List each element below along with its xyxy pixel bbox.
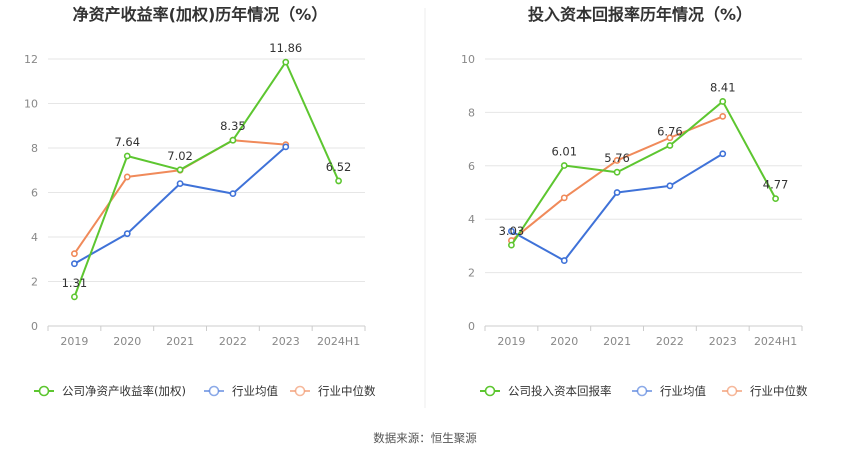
data-point-公司投入资本回报率 (560, 162, 568, 169)
y-tick-label: 10 (461, 53, 475, 66)
x-tick-label: 2020 (550, 335, 578, 348)
chart-title: 净资产收益率(加权)历年情况（%） (73, 5, 328, 24)
series-line-行业均值 (73, 146, 287, 265)
legend-item-行业中位数: 行业中位数 (722, 384, 808, 398)
data-label: 6.52 (326, 160, 352, 174)
legend-swatch-marker (294, 385, 306, 397)
legend-swatch-marker (636, 385, 648, 397)
legend-item-公司投入资本回报率: 公司投入资本回报率 (480, 384, 612, 398)
x-tick-label: 2022 (656, 335, 684, 348)
legend-label: 行业均值 (660, 384, 706, 398)
x-tick-label: 2020 (113, 335, 141, 348)
data-point-公司净资产收益率(加权) (335, 177, 342, 185)
x-tick-label: 2024H1 (317, 335, 360, 348)
data-point-行业均值 (71, 260, 78, 268)
data-point-公司净资产收益率(加权) (71, 293, 78, 301)
legend-swatch-marker (38, 385, 50, 397)
y-tick-label: 0 (31, 320, 38, 333)
series-line-公司净资产收益率(加权) (73, 61, 340, 298)
data-point-行业中位数 (560, 194, 568, 202)
y-tick-label: 10 (24, 98, 38, 111)
y-tick-label: 0 (468, 320, 475, 333)
data-point-行业均值 (719, 150, 727, 158)
y-tick-label: 6 (31, 187, 38, 200)
data-point-公司净资产收益率(加权) (123, 152, 131, 160)
series-line-行业中位数 (510, 115, 724, 242)
y-tick-label: 8 (468, 106, 475, 119)
x-tick-label: 2023 (272, 335, 300, 348)
legend-item-行业均值: 行业均值 (632, 384, 706, 398)
data-point-公司投入资本回报率 (613, 168, 621, 176)
data-point-行业中位数 (123, 173, 131, 181)
legend-item-行业中位数: 行业中位数 (290, 384, 376, 398)
legend-item-行业均值: 行业均值 (204, 384, 278, 398)
legend-label: 行业中位数 (750, 384, 808, 398)
legend-label: 行业均值 (232, 384, 278, 398)
data-label: 11.86 (269, 41, 302, 55)
legend-swatch-marker (726, 385, 738, 397)
data-point-行业均值 (282, 143, 290, 151)
legend-label: 行业中位数 (318, 384, 376, 398)
y-tick-label: 2 (31, 276, 38, 289)
data-label: 1.31 (62, 276, 88, 290)
data-point-行业均值 (613, 189, 621, 196)
data-label: 8.35 (220, 119, 246, 133)
legend-item-公司净资产收益率(加权): 公司净资产收益率(加权) (34, 384, 186, 398)
y-tick-label: 12 (24, 53, 38, 66)
data-point-公司投入资本回报率 (772, 195, 779, 203)
x-tick-label: 2019 (60, 335, 88, 348)
data-label: 5.76 (604, 151, 630, 165)
legend-label: 公司净资产收益率(加权) (62, 384, 186, 398)
y-tick-label: 4 (468, 213, 475, 226)
legend-swatch-marker (484, 385, 496, 397)
data-point-行业均值 (560, 257, 568, 264)
data-label: 6.76 (657, 125, 683, 139)
x-tick-label: 2021 (166, 335, 194, 348)
data-point-公司净资产收益率(加权) (229, 136, 237, 144)
chart-title: 投入资本回报率历年情况（%） (528, 5, 752, 24)
data-point-行业均值 (229, 190, 237, 198)
data-label: 8.41 (710, 80, 736, 94)
data-source: 数据来源：恒生聚源 (373, 431, 477, 445)
data-point-公司净资产收益率(加权) (282, 58, 290, 66)
data-point-行业中位数 (719, 113, 727, 120)
x-tick-label: 2023 (709, 335, 737, 348)
data-point-公司净资产收益率(加权) (176, 166, 184, 174)
legend-label: 公司投入资本回报率 (508, 384, 612, 398)
data-point-公司投入资本回报率 (666, 142, 674, 149)
data-label: 7.02 (167, 149, 193, 163)
y-tick-label: 8 (31, 142, 38, 155)
data-point-公司投入资本回报率 (719, 98, 727, 105)
roe-chart: 净资产收益率(加权)历年情况（%） 0 2 4 6 8 10 12 2019 2020 2021 20… (24, 5, 376, 398)
x-tick-label: 2022 (219, 335, 247, 348)
data-point-行业中位数 (613, 157, 621, 164)
data-label: 6.01 (551, 145, 577, 159)
data-point-行业均值 (508, 227, 515, 235)
y-tick-label: 2 (468, 267, 475, 280)
data-label: 7.64 (114, 135, 140, 149)
data-point-行业均值 (176, 180, 184, 187)
data-point-行业均值 (666, 182, 674, 190)
data-point-行业均值 (123, 230, 131, 238)
data-point-行业中位数 (71, 250, 78, 258)
data-point-行业中位数 (666, 134, 674, 142)
data-label: 3.03 (499, 224, 525, 238)
x-tick-label: 2019 (497, 335, 525, 348)
data-point-公司投入资本回报率 (508, 241, 515, 249)
legend-swatch-marker (208, 385, 220, 397)
roic-chart: 投入资本回报率历年情况（%） 0 2 4 6 8 10 2019 2020 2021 2022 202… (461, 5, 808, 398)
y-tick-label: 4 (31, 231, 38, 244)
x-tick-label: 2024H1 (754, 335, 797, 348)
series-line-公司投入资本回报率 (510, 100, 777, 246)
y-tick-label: 6 (468, 160, 475, 173)
data-label: 4.77 (763, 178, 789, 192)
x-tick-label: 2021 (603, 335, 631, 348)
